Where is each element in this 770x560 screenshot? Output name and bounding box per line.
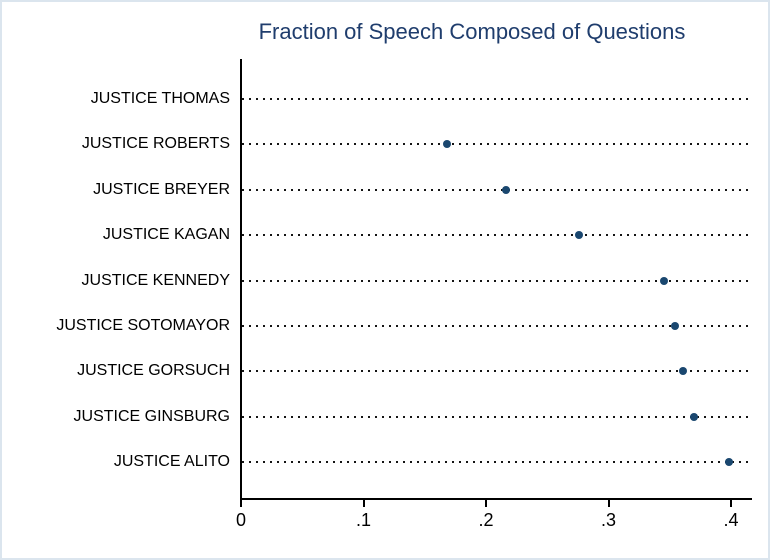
x-tick-label: .2	[478, 510, 494, 530]
category-label: JUSTICE ROBERTS	[81, 135, 230, 153]
gridline	[242, 279, 750, 282]
gridline	[242, 98, 750, 100]
category-label: JUSTICE THOMAS	[90, 90, 230, 107]
gridline	[242, 143, 750, 146]
data-point	[442, 140, 451, 149]
category-label: JUSTICE KENNEDY	[81, 271, 230, 289]
data-point	[679, 367, 688, 376]
x-tick	[362, 500, 365, 507]
gridline	[242, 461, 750, 464]
chart-title: Fraction of Speech Composed of Questions	[258, 19, 686, 44]
x-tick	[607, 500, 610, 507]
data-point	[575, 231, 584, 240]
x-tick	[485, 500, 487, 507]
category-label: JUSTICE BREYER	[93, 180, 230, 198]
category-label: JUSTICE GORSUCH	[77, 362, 230, 380]
gridline	[242, 234, 750, 237]
gridline	[242, 325, 750, 328]
gridline	[242, 188, 750, 191]
data-point	[670, 322, 679, 331]
data-point	[724, 458, 733, 467]
plot-area	[240, 59, 752, 500]
category-label: JUSTICE GINSBURG	[73, 407, 230, 425]
x-tick-label: .4	[723, 510, 739, 530]
data-point	[501, 185, 510, 194]
category-label: JUSTICE KAGAN	[102, 226, 230, 244]
gridline	[242, 370, 750, 373]
x-tick-label: .1	[355, 510, 371, 530]
x-tick	[240, 500, 242, 507]
data-point	[659, 276, 668, 285]
gridline	[242, 415, 750, 418]
category-label: JUSTICE ALITO	[113, 453, 230, 471]
data-point	[690, 412, 699, 421]
x-tick-label: 0	[235, 510, 246, 530]
x-tick-label: .3	[600, 510, 616, 530]
category-label: JUSTICE SOTOMAYOR	[56, 317, 230, 335]
x-tick	[730, 500, 732, 507]
